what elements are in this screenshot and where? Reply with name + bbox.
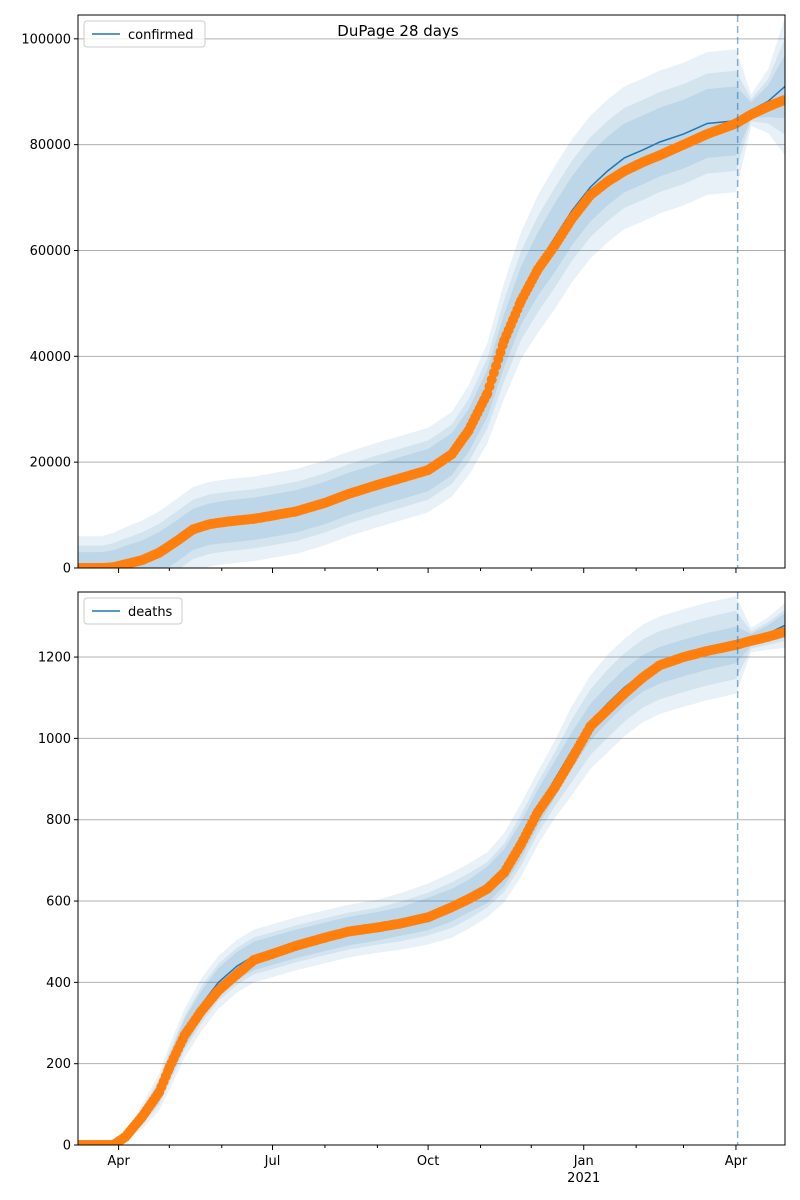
x-tick-label: Oct [417,1154,439,1169]
y-tick-label: 100000 [21,32,71,47]
y-tick-label: 400 [46,976,71,991]
x-tick-label: Apr [107,1154,130,1169]
y-tick-label: 200 [46,1057,71,1072]
forecast-band-95 [78,17,785,568]
y-tick-label: 1200 [38,651,71,666]
legend: deaths [83,597,183,625]
y-tick-label: 80000 [30,138,71,153]
legend: confirmed [83,20,206,48]
legend-box [83,597,183,625]
figure-title: DuPage 28 days [337,22,459,40]
plot-area [78,17,785,568]
y-tick-label: 20000 [30,456,71,471]
deaths-panel: 0 200 400 600 800 1000 1200 Apr Jul Oct Jan Apr 2021… [38,591,786,1186]
y-tick-label: 600 [46,895,71,910]
x-tick-label: Jan [573,1154,594,1169]
confirmed-panel: 0 20000 40000 60000 80000 100000 confirmed [21,14,786,577]
forecast-band-50 [78,613,785,1145]
forecast-band-95 [78,596,785,1145]
y-tick-label: 0 [63,562,71,577]
axes-frame [77,14,786,569]
axes-frame [77,591,786,1146]
observed-point [778,95,785,106]
observed-series [78,95,785,568]
forecast-band-80 [78,609,785,1145]
y-tick-label: 40000 [30,350,71,365]
x-tick-label: Apr [725,1154,748,1169]
y-tick-label: 0 [63,1139,71,1154]
x-tick-label: Jul [264,1154,281,1169]
plot-area [78,596,785,1145]
legend-box [83,20,206,48]
y-tick-label: 800 [46,813,71,828]
legend-label: confirmed [128,28,194,43]
legend-label: deaths [128,605,173,620]
observed-point [778,627,785,638]
x-year-label: 2021 [567,1171,600,1186]
y-tick-label: 1000 [38,732,71,747]
y-tick-label: 60000 [30,244,71,259]
observed-series [78,627,785,1145]
